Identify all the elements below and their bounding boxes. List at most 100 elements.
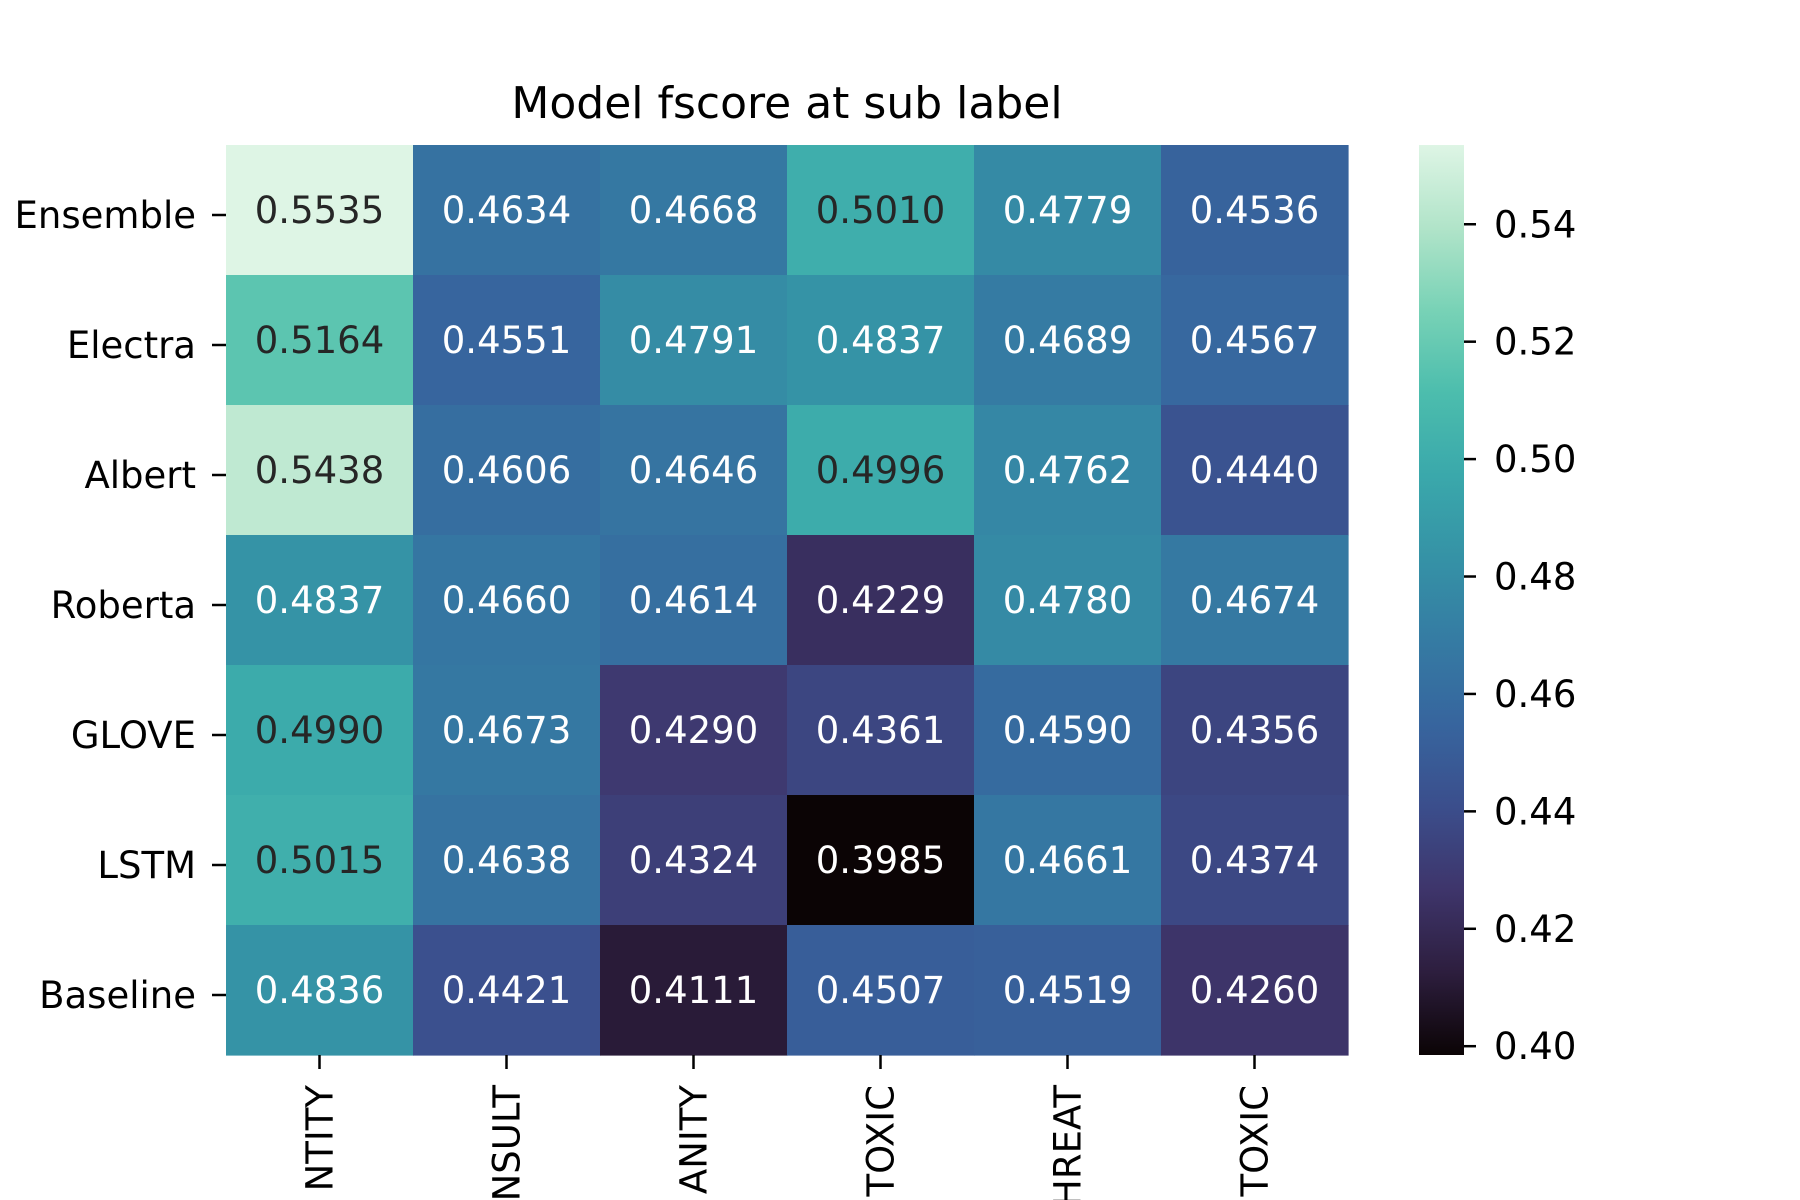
colorbar-tick-label: 0.50 (1494, 438, 1576, 481)
heatmap-cell (1161, 535, 1349, 666)
y-tick-label: Albert (84, 454, 196, 497)
x-tick-label: TOXIC (1234, 1085, 1277, 1197)
heatmap-cell (413, 925, 601, 1056)
cell-value-label: 0.4646 (629, 449, 758, 492)
colorbar: 0.40 0.42 0.44 0.46 0.48 0.50 0.52 0.54 (1419, 145, 1576, 1068)
heatmap-cell (226, 665, 414, 796)
cell-value-label: 0.4791 (629, 319, 758, 362)
heatmap-cells: 0.5535 0.4634 0.4668 0.5010 0.4779 0.4536 0.51… (226, 145, 1349, 1056)
cell-value-label: 0.4836 (255, 969, 384, 1012)
heatmap-cell (600, 275, 788, 406)
heatmap-cell (600, 925, 788, 1056)
heatmap-cell (413, 665, 601, 796)
heatmap-cell (787, 925, 975, 1056)
cell-value-label: 0.4661 (1003, 839, 1132, 882)
cell-value-label: 0.4361 (816, 709, 945, 752)
heatmap-cell (974, 535, 1162, 666)
y-tick-label: Electra (67, 324, 196, 367)
cell-value-label: 0.4374 (1190, 839, 1319, 882)
heatmap-cell (787, 405, 975, 536)
heatmap-cell (1161, 795, 1349, 926)
heatmap-cell (600, 795, 788, 926)
heatmap-cell (1161, 145, 1349, 276)
heatmap-cell (600, 665, 788, 796)
cell-value-label: 0.4551 (442, 319, 571, 362)
colorbar-tick-label: 0.40 (1494, 1025, 1576, 1068)
y-tick-label: Ensemble (15, 194, 196, 237)
colorbar-tick-label: 0.42 (1494, 908, 1576, 951)
heatmap-cell (226, 925, 414, 1056)
colorbar-gradient (1419, 145, 1464, 1055)
heatmap-cell (974, 145, 1162, 276)
cell-value-label: 0.4260 (1190, 969, 1319, 1012)
cell-value-label: 0.4638 (442, 839, 571, 882)
cell-value-label: 0.4660 (442, 579, 571, 622)
cell-value-label: 0.4762 (1003, 449, 1132, 492)
heatmap-cell (787, 665, 975, 796)
x-tick-label: ANITY (673, 1085, 716, 1195)
colorbar-tick-label: 0.54 (1494, 203, 1576, 246)
cell-value-label: 0.4674 (1190, 579, 1319, 622)
cell-value-label: 0.4673 (442, 709, 571, 752)
cell-value-label: 0.5438 (255, 449, 384, 492)
heatmap-cell (226, 795, 414, 926)
cell-value-label: 0.4567 (1190, 319, 1319, 362)
heatmap-cell (413, 535, 601, 666)
cell-value-label: 0.4356 (1190, 709, 1319, 752)
cell-value-label: 0.4668 (629, 189, 758, 232)
cell-value-label: 0.4606 (442, 449, 571, 492)
cell-value-label: 0.4779 (1003, 189, 1132, 232)
heatmap-cell (600, 145, 788, 276)
heatmap-cell (1161, 925, 1349, 1056)
cell-value-label: 0.4634 (442, 189, 571, 232)
cell-value-label: 0.4111 (629, 969, 758, 1012)
cell-value-label: 0.4536 (1190, 189, 1319, 232)
colorbar-tick-label: 0.52 (1494, 321, 1576, 364)
heatmap-cell (974, 405, 1162, 536)
heatmap-cell (787, 535, 975, 666)
colorbar-tick-label: 0.48 (1494, 556, 1576, 599)
x-tick-label: HREAT (1047, 1085, 1090, 1200)
cell-value-label: 0.3985 (816, 839, 945, 882)
y-tick-label: LSTM (97, 844, 196, 887)
cell-value-label: 0.4290 (629, 709, 758, 752)
heatmap-cell (413, 275, 601, 406)
cell-value-label: 0.5015 (255, 839, 384, 882)
y-tick-label: Roberta (51, 584, 196, 627)
cell-value-label: 0.4780 (1003, 579, 1132, 622)
cell-value-label: 0.4590 (1003, 709, 1132, 752)
heatmap-cell (974, 275, 1162, 406)
heatmap-cell (974, 925, 1162, 1056)
heatmap-cell (787, 795, 975, 926)
heatmap-cell (226, 405, 414, 536)
cell-value-label: 0.5010 (816, 189, 945, 232)
cell-value-label: 0.5164 (255, 319, 384, 362)
heatmap-cell (1161, 275, 1349, 406)
cell-value-label: 0.4990 (255, 709, 384, 752)
cell-value-label: 0.4507 (816, 969, 945, 1012)
colorbar-tick-label: 0.46 (1494, 673, 1576, 716)
cell-value-label: 0.4996 (816, 449, 945, 492)
y-tick-label: Baseline (39, 974, 196, 1017)
colorbar-tick-label: 0.44 (1494, 790, 1576, 833)
heatmap-cell (974, 665, 1162, 796)
heatmap-cell (413, 795, 601, 926)
x-tick-label: NTITY (299, 1085, 342, 1192)
y-tick-label: GLOVE (71, 714, 196, 757)
cell-value-label: 0.4837 (255, 579, 384, 622)
x-tick-label: TOXIC (860, 1085, 903, 1197)
chart-title: Model fscore at sub label (511, 78, 1062, 129)
heatmap-cell (226, 275, 414, 406)
cell-value-label: 0.4614 (629, 579, 758, 622)
heatmap-cell (226, 535, 414, 666)
x-tick-label: NSULT (486, 1085, 529, 1200)
heatmap-cell (974, 795, 1162, 926)
cell-value-label: 0.4519 (1003, 969, 1132, 1012)
cell-value-label: 0.4689 (1003, 319, 1132, 362)
heatmap-cell (413, 145, 601, 276)
heatmap-cell (226, 145, 414, 276)
heatmap-cell (600, 405, 788, 536)
cell-value-label: 0.5535 (255, 189, 384, 232)
heatmap-cell (1161, 405, 1349, 536)
